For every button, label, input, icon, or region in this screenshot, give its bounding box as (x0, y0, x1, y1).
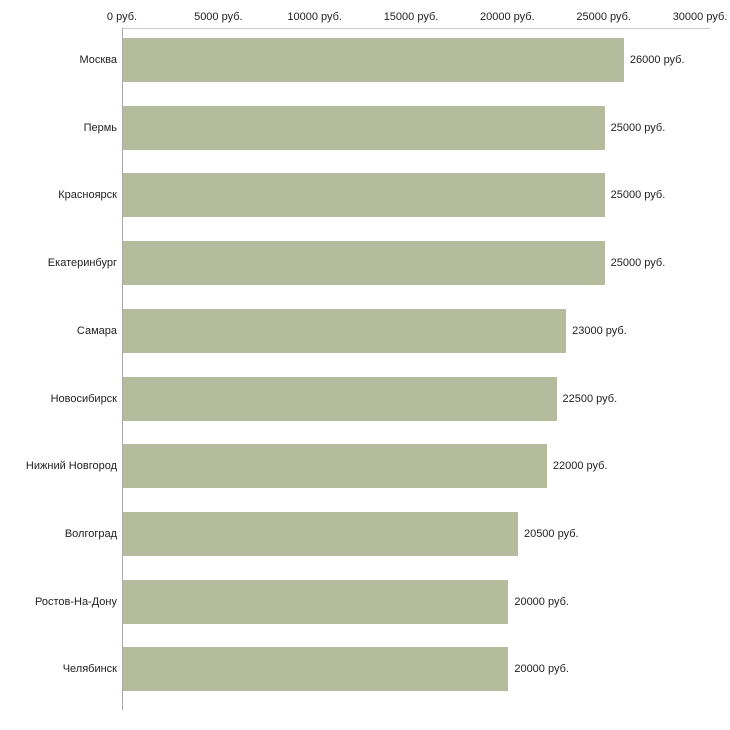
bar (123, 376, 557, 421)
y-axis-line (122, 28, 123, 710)
category-label: Челябинск (62, 663, 117, 676)
value-label: 25000 руб. (610, 121, 666, 134)
value-label: 26000 руб. (629, 54, 685, 66)
category-label: Пермь (83, 121, 117, 134)
value-label: 20000 руб. (514, 663, 569, 676)
category-label: Нижний Новгород (25, 460, 117, 473)
x-tick-label: 0 руб. (106, 11, 138, 23)
value-label: 22000 руб. (552, 460, 608, 473)
category-label: Новосибирск (50, 392, 117, 405)
bar (123, 105, 605, 150)
category-label: Самара (76, 324, 117, 337)
bar (123, 241, 605, 286)
x-tick-label: 10000 руб. (287, 11, 342, 23)
bar (123, 511, 518, 556)
category-label: Волгоград (64, 527, 117, 540)
x-axis-line (122, 28, 710, 29)
x-tick-label: 30000 руб. (672, 11, 728, 23)
bar (123, 308, 567, 353)
bar (123, 579, 509, 624)
category-label: Красноярск (58, 189, 117, 202)
category-label: Москва (79, 54, 117, 66)
bar (123, 444, 547, 489)
value-label: 23000 руб. (572, 324, 627, 337)
category-label: Ростов-На-Дону (34, 595, 117, 608)
value-label: 20500 руб. (523, 527, 579, 540)
x-tick-label: 25000 руб. (576, 11, 631, 23)
x-tick-label: 15000 руб. (383, 11, 439, 23)
value-label: 20000 руб. (514, 595, 569, 608)
x-tick-label: 20000 руб. (480, 11, 535, 23)
x-tick-label: 5000 руб. (194, 11, 243, 23)
bar (123, 647, 509, 692)
bar (123, 173, 605, 218)
value-label: 25000 руб. (610, 189, 666, 202)
value-label: 22500 руб. (562, 392, 618, 405)
category-label: Екатеринбург (47, 257, 117, 270)
bar (123, 38, 624, 82)
value-label: 25000 руб. (610, 257, 666, 270)
